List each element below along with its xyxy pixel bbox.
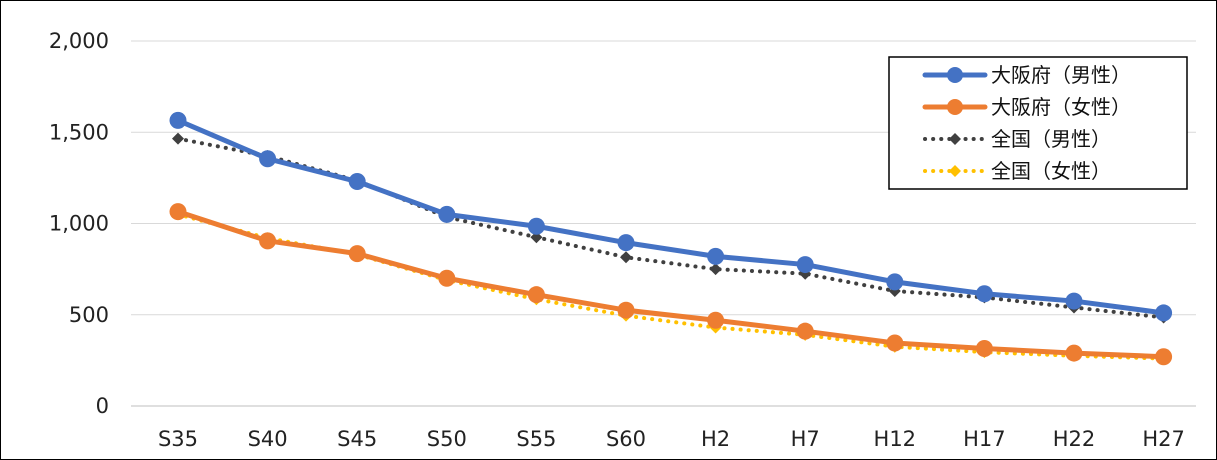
- data-point: [886, 273, 904, 291]
- series-line: [175, 209, 1167, 360]
- legend-box: [888, 56, 1188, 190]
- legend-item: 全国（女性）: [923, 159, 1111, 183]
- data-point: [348, 245, 366, 263]
- x-tick-label: H2: [701, 427, 730, 451]
- data-point: [438, 205, 456, 223]
- data-point: [975, 285, 993, 303]
- data-point: [620, 251, 632, 264]
- data-point: [1065, 292, 1083, 310]
- x-tick-label: H22: [1053, 427, 1096, 451]
- data-point: [975, 340, 993, 358]
- legend-item: 全国（男性）: [923, 127, 1111, 151]
- data-point: [617, 301, 635, 319]
- data-point: [172, 132, 184, 145]
- data-point: [527, 286, 545, 304]
- x-tick-label: S40: [248, 427, 288, 451]
- y-tick-label: 0: [96, 394, 109, 418]
- legend-item: 大阪府（女性）: [922, 95, 1131, 119]
- y-tick-label: 500: [69, 303, 109, 327]
- data-point: [169, 203, 187, 221]
- x-tick-label: S35: [158, 427, 198, 451]
- data-point: [796, 322, 814, 340]
- data-point: [709, 263, 722, 276]
- legend-label: 全国（男性）: [991, 127, 1111, 151]
- data-point: [1155, 304, 1173, 322]
- x-tick-label: H17: [963, 427, 1006, 451]
- data-point: [527, 217, 545, 235]
- data-point: [707, 247, 725, 265]
- legend-item: 大阪府（男性）: [922, 63, 1131, 87]
- legend-marker: [947, 99, 963, 115]
- x-tick-label: S55: [516, 427, 556, 451]
- x-tick-label: S45: [337, 427, 377, 451]
- legend-label: 大阪府（男性）: [991, 63, 1131, 87]
- y-tick-label: 1,500: [49, 120, 109, 144]
- legend-marker: [949, 133, 961, 145]
- data-point: [259, 150, 277, 168]
- data-point: [886, 334, 904, 352]
- data-point: [1065, 344, 1083, 362]
- y-tick-label: 1,000: [49, 212, 109, 236]
- legend-label: 全国（女性）: [991, 159, 1111, 183]
- x-tick-label: S60: [606, 427, 646, 451]
- data-point: [1155, 348, 1173, 366]
- legend-label: 大阪府（女性）: [991, 95, 1131, 119]
- series-line: [175, 117, 1167, 316]
- x-tick-label: H27: [1142, 427, 1185, 451]
- data-point: [438, 269, 456, 287]
- series-0: [169, 111, 1173, 322]
- series-1: [169, 203, 1173, 366]
- data-point: [707, 311, 725, 329]
- data-point: [617, 234, 635, 252]
- series-3: [172, 208, 1170, 365]
- data-point: [259, 232, 277, 250]
- data-point: [796, 256, 814, 274]
- x-tick-label: H7: [791, 427, 820, 451]
- data-point: [348, 173, 366, 191]
- legend-marker: [949, 165, 961, 177]
- x-tick-label: S50: [427, 427, 467, 451]
- data-point: [169, 111, 187, 129]
- chart-legend: 大阪府（男性） 大阪府（女性） 全国（男性） 全国（女性）: [888, 56, 1188, 190]
- series-line: [176, 212, 1166, 361]
- x-tick-label: H12: [874, 427, 917, 451]
- legend-marker: [947, 67, 963, 83]
- y-tick-label: 2,000: [49, 29, 109, 53]
